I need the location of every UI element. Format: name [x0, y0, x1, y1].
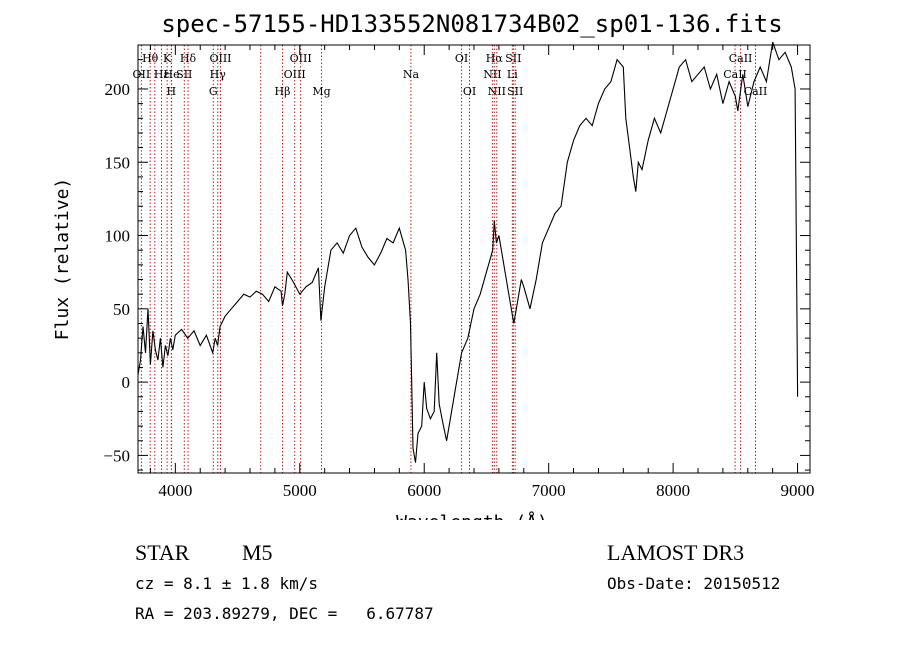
spectral-line-label: Na	[403, 68, 420, 81]
y-tick-label: 50	[113, 300, 130, 319]
y-tick-label: 100	[105, 227, 131, 246]
spectral-line-label: OIII	[290, 52, 312, 65]
x-axis-ticks: 4000 5000 6000 7000 8000 9000	[149, 45, 815, 500]
spectral-line-label: H	[167, 85, 177, 98]
spectral-line-label: SII	[505, 52, 521, 65]
spectral-line-label: NII	[488, 85, 506, 98]
spectral-line-label: G	[209, 85, 218, 98]
spectral-line-label: Hε	[154, 68, 170, 81]
x-tick-label: 4000	[158, 481, 192, 500]
spectral-line-markers	[140, 45, 756, 473]
y-tick-label: −50	[103, 446, 130, 465]
spectral-line-label: OIII	[284, 68, 306, 81]
spectral-line-label: SII	[176, 68, 192, 81]
y-tick-label: 200	[105, 80, 131, 99]
object-class: STAR	[135, 540, 190, 565]
x-tick-label: 7000	[532, 481, 566, 500]
spectral-line-label: OIII	[209, 52, 231, 65]
spectral-line-label: CaII	[723, 68, 747, 81]
x-tick-label: 8000	[656, 481, 690, 500]
object-subclass: M5	[242, 540, 273, 565]
x-tick-label: 5000	[283, 481, 317, 500]
observation-date: Obs-Date: 20150512	[607, 574, 781, 593]
spectral-line-label: Hδ	[180, 52, 197, 65]
spectral-line-label: K	[163, 52, 172, 65]
survey-name: LAMOST DR3	[607, 540, 745, 565]
y-axis-label: Flux (relative)	[52, 178, 73, 341]
spectral-line-label: Mg	[312, 85, 330, 98]
redshift-cz: cz = 8.1 ± 1.8 km/s	[135, 574, 319, 593]
spectral-line-label: He	[164, 68, 180, 81]
y-tick-label: 0	[122, 373, 131, 392]
coordinates: RA = 203.89279, DEC = 6.67787	[135, 604, 434, 623]
spectrum-chart: spec-57155-HD133552N081734B02_sp01-136.f…	[52, 10, 815, 520]
chart-title: spec-57155-HD133552N081734B02_sp01-136.f…	[161, 10, 782, 38]
spectral-line-label: CaII	[744, 85, 768, 98]
y-tick-label: 150	[105, 153, 131, 172]
spectral-line-label: CaII	[729, 52, 753, 65]
plot-frame	[137, 44, 811, 474]
y-axis-ticks: −50 0 50 100 150 200	[103, 44, 810, 471]
spectral-line-label: Hβ	[275, 85, 291, 98]
x-tick-label: 6000	[407, 481, 441, 500]
spectral-line-label: NII	[483, 68, 501, 81]
spectral-line-label: OI	[455, 52, 468, 65]
x-tick-label: 9000	[781, 481, 815, 500]
spectral-line-label: Hγ	[210, 68, 227, 81]
spectral-line-label: Hθ	[142, 52, 159, 65]
spectral-line-label: SII	[507, 85, 523, 98]
spectral-line-label: Hα	[486, 52, 504, 65]
x-axis-label: Wavelength (Å)	[396, 511, 548, 520]
spectrum-line	[137, 41, 799, 463]
spectral-line-label: OI	[463, 85, 476, 98]
spectral-line-label: Li	[507, 68, 518, 81]
